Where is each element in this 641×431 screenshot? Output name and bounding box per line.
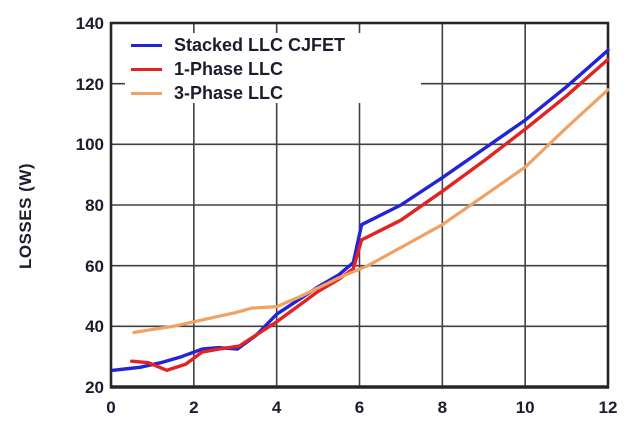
x-tick-label-4: 4	[271, 398, 282, 417]
x-tick-label-8: 8	[437, 398, 448, 417]
chart-legend: Stacked LLC CJFET 1-Phase LLC 3-Phase LL…	[131, 33, 345, 105]
series-line-1-phase-llc	[129, 57, 610, 372]
x-tick-label-10: 10	[515, 398, 535, 417]
x-tick-label-2: 2	[189, 398, 199, 417]
legend-item-3-phase-llc: 3-Phase LLC	[131, 81, 345, 105]
x-tick-label-12: 12	[598, 398, 618, 417]
legend-label: Stacked LLC CJFET	[174, 34, 346, 55]
y-tick-label-140: 140	[75, 14, 104, 33]
y-tick-label-100: 100	[75, 135, 104, 155]
y-tick-label-120: 120	[75, 74, 104, 94]
y-tick-label-60: 60	[85, 256, 104, 276]
x-tick-label-0: 0	[106, 398, 116, 417]
legend-item-stacked-llc-cjfet: Stacked LLC CJFET	[131, 33, 345, 57]
y-tick-label-80: 80	[85, 196, 104, 215]
x-tick-label-6: 6	[354, 398, 365, 417]
legend-label: 3-Phase LLC	[174, 82, 284, 103]
series-line-3-phase-llc	[132, 88, 610, 334]
legend-line-swatch-red	[131, 67, 162, 71]
y-tick-label-40: 40	[85, 317, 104, 337]
legend-background	[125, 33, 421, 103]
legend-item-1-phase-llc: 1-Phase LLC	[131, 57, 345, 81]
y-tick-label-20: 20	[85, 378, 104, 397]
legend-label: 1-Phase LLC	[174, 58, 284, 79]
legend-line-swatch-orange	[131, 91, 162, 95]
y-axis-title: LOSSES (W)	[16, 162, 35, 270]
legend-line-swatch-blue	[131, 43, 162, 47]
